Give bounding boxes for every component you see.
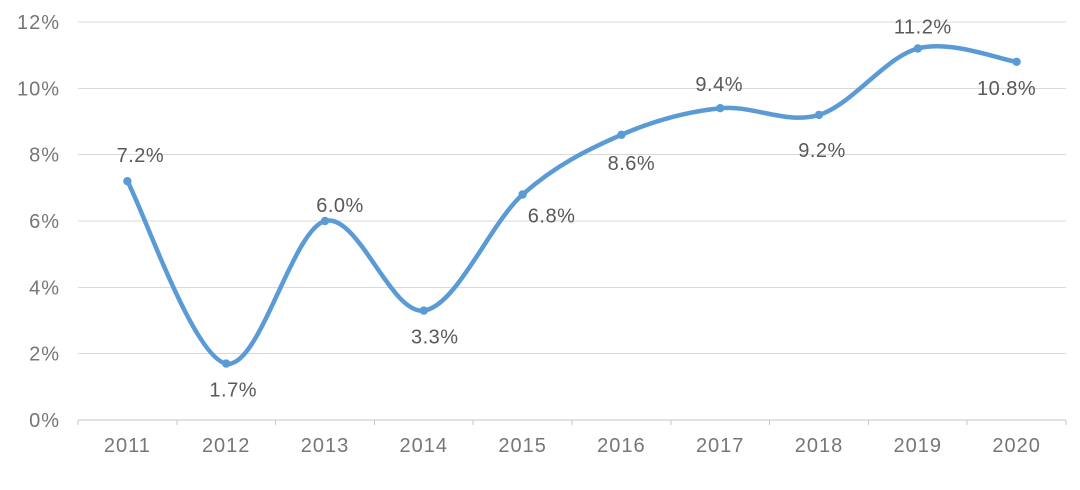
y-axis-labels: 0% 2% 4% 6% 8% 10% 12% (17, 12, 60, 432)
data-point-marker (814, 110, 824, 120)
x-tick-label: 2017 (696, 435, 745, 457)
data-point-marker (716, 104, 725, 113)
x-tick-label: 2012 (202, 435, 251, 457)
data-point-marker (1012, 57, 1021, 66)
data-point-marker (320, 216, 330, 226)
x-axis-ticks (77, 420, 1067, 425)
data-point-marker (222, 359, 231, 368)
x-tick-label: 2019 (894, 435, 943, 457)
data-label: 3.3% (411, 327, 459, 349)
data-points (123, 44, 1021, 368)
y-tick-label: 10% (17, 78, 60, 100)
data-label: 11.2% (894, 17, 952, 39)
data-label: 6.8% (528, 206, 576, 228)
x-axis-labels: 2011 2012 2013 2014 2015 2016 2017 2018 2019 2020 (104, 435, 1041, 457)
data-point-marker (518, 190, 527, 199)
data-point-marker (617, 130, 626, 139)
data-label: 1.7% (209, 380, 257, 402)
x-tick-label: 2016 (597, 435, 646, 457)
data-labels: 7.2% 1.7% 6.0% 3.3% 6.8% 8.6% 9.4% 9.2% 11.2% 10.… (117, 17, 1036, 402)
y-tick-label: 12% (17, 12, 60, 34)
data-label: 9.2% (798, 140, 846, 162)
data-label: 7.2% (117, 145, 165, 167)
data-label: 10.8% (977, 78, 1036, 100)
data-point-marker (419, 306, 428, 315)
y-tick-label: 4% (29, 277, 60, 299)
y-tick-label: 8% (29, 145, 60, 167)
data-point-marker (913, 44, 922, 53)
x-tick-label: 2014 (400, 435, 449, 457)
y-tick-label: 2% (29, 344, 60, 366)
data-label: 6.0% (316, 195, 364, 217)
x-tick-label: 2011 (104, 435, 151, 457)
x-tick-label: 2015 (498, 435, 547, 457)
data-point-marker (123, 177, 132, 186)
y-tick-label: 0% (29, 410, 60, 432)
data-label: 8.6% (608, 153, 656, 175)
data-label: 9.4% (695, 74, 743, 96)
x-tick-label: 2013 (301, 435, 350, 457)
x-tick-label: 2018 (795, 435, 844, 457)
x-tick-label: 2020 (992, 435, 1041, 457)
y-tick-label: 6% (29, 211, 60, 233)
